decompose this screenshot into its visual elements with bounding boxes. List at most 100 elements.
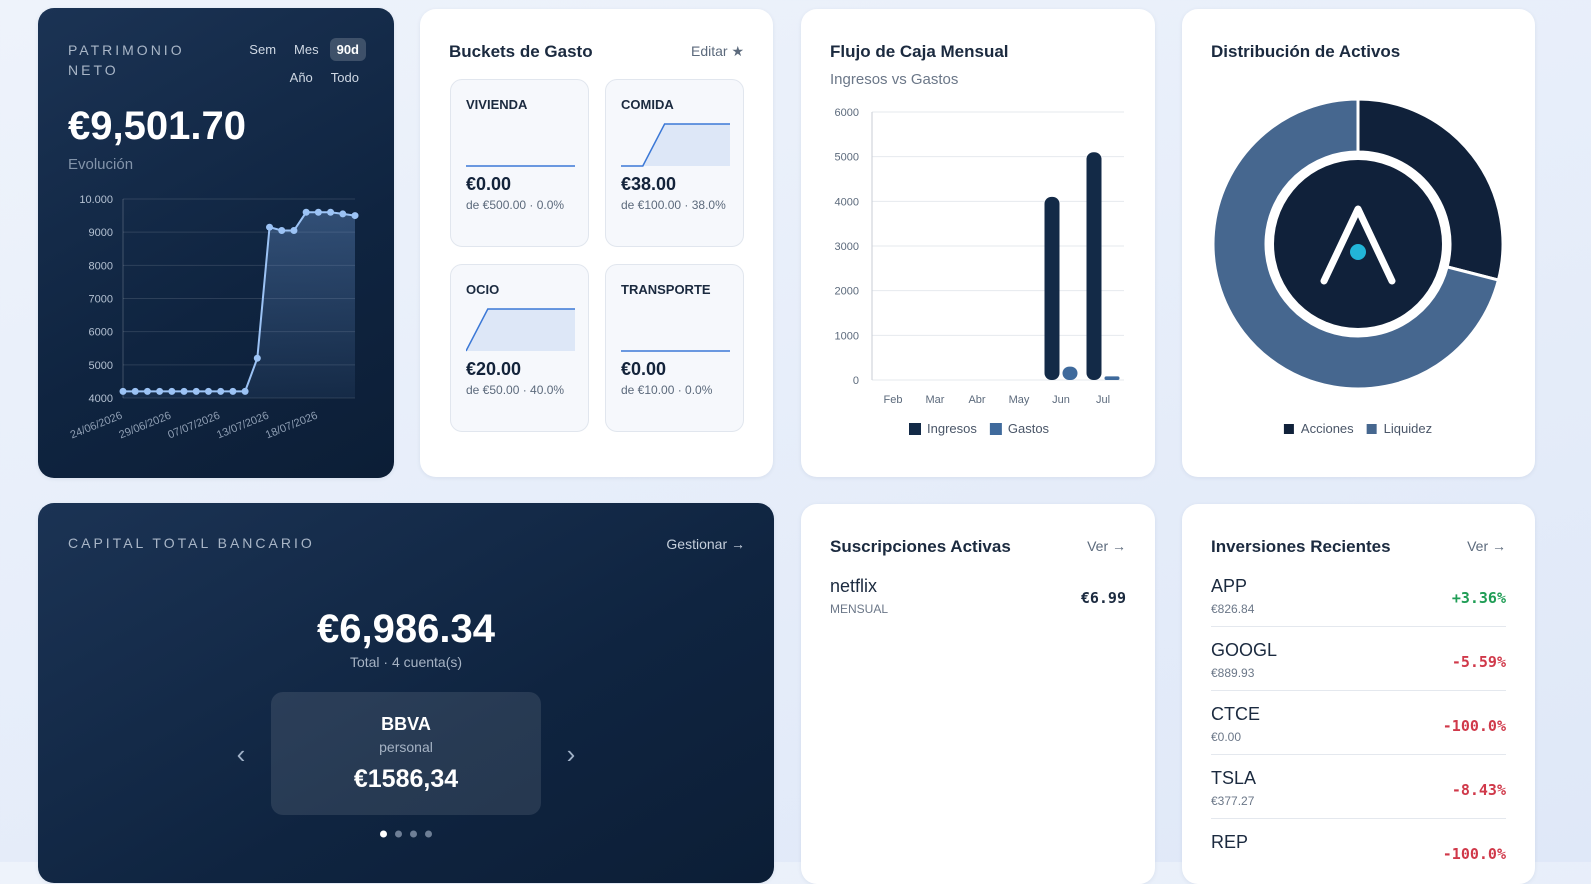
pager-dot[interactable] xyxy=(410,830,417,838)
investment-row[interactable]: CTCE €0.00 -100.0% xyxy=(1211,704,1506,768)
assets-donut: Acciones Liquidez xyxy=(1211,97,1505,436)
y-tick-label: 6000 xyxy=(89,327,113,339)
card-title: PATRIMONIO NETO xyxy=(68,42,185,78)
legend-swatch xyxy=(1366,424,1377,434)
investment-row[interactable]: APP €826.84 +3.36% xyxy=(1211,576,1506,640)
investment-symbol: GOOGL xyxy=(1211,640,1278,660)
period-button[interactable]: 90d xyxy=(329,38,366,61)
x-tick-label: 13/07/2026 xyxy=(215,410,271,442)
legend-swatch xyxy=(909,423,921,435)
bucket-amount: €0.00 xyxy=(466,174,512,194)
view-link[interactable]: Ver → xyxy=(1087,538,1126,554)
account-balance: €1586,34 xyxy=(353,765,459,793)
net-worth-chart: 4000 5000 6000 7000 8000 9000 10.000 24/06/2026… xyxy=(69,194,359,442)
point xyxy=(180,387,188,395)
bucket: COMIDA €38.00 de €100.00 · 38.0% xyxy=(605,79,744,247)
edit-link[interactable]: Editar ★ xyxy=(690,43,744,59)
subscription-price: €6.99 xyxy=(1080,589,1126,607)
account-name: BBVA xyxy=(381,714,431,734)
trend-area xyxy=(466,309,575,351)
y-tick-label: 10.000 xyxy=(79,194,113,206)
card-title: CAPITAL TOTAL BANCARIO xyxy=(68,535,315,551)
area xyxy=(123,212,355,398)
bucket-name: COMIDA xyxy=(621,97,674,112)
next-button[interactable]: › xyxy=(566,739,576,769)
investment-value: €889.93 xyxy=(1211,666,1255,680)
investment-change: +3.36% xyxy=(1451,589,1506,607)
y-tick-label: 4000 xyxy=(89,393,113,405)
bucket-detail: de €100.00 · 38.0% xyxy=(621,198,726,212)
separator xyxy=(1211,818,1506,819)
y-tick-label: 8000 xyxy=(89,260,113,272)
x-tick-label: 29/06/2026 xyxy=(117,410,173,442)
bucket-trend xyxy=(466,165,575,167)
point xyxy=(217,387,225,395)
bucket-name: VIVIENDA xyxy=(466,97,528,112)
trend-line xyxy=(466,308,575,352)
point xyxy=(241,387,249,395)
card-subtitle: Ingresos vs Gastos xyxy=(830,71,959,88)
pager-dot[interactable] xyxy=(425,830,432,838)
card-title: Flujo de Caja Mensual xyxy=(830,42,1009,61)
pager-dot[interactable] xyxy=(380,830,387,838)
bucket-amount: €38.00 xyxy=(621,174,677,194)
x-tick-label: 18/07/2026 xyxy=(264,410,320,442)
subscription-row[interactable]: netflix MENSUAL €6.99 xyxy=(830,576,1126,640)
investment-change: -100.0% xyxy=(1442,845,1506,863)
trend-line xyxy=(621,123,730,167)
subtitle: Evolución xyxy=(68,156,134,173)
legend-label: Gastos xyxy=(1008,421,1050,436)
investment-symbol: TSLA xyxy=(1211,768,1257,788)
point xyxy=(168,387,176,395)
card-title: Distribución de Activos xyxy=(1211,42,1401,61)
separator xyxy=(1211,626,1506,627)
bucket-name: TRANSPORTE xyxy=(621,282,711,297)
investments-card: Inversiones Recientes Ver → APP €826.84 +3… xyxy=(1182,504,1535,884)
investment-row[interactable]: GOOGL €889.93 -5.59% xyxy=(1211,640,1506,704)
investment-symbol: REP xyxy=(1211,832,1249,852)
bank-summary: Total · 4 cuenta(s) xyxy=(349,654,463,670)
trend-area xyxy=(621,124,730,166)
y-tick-label: 3000 xyxy=(835,241,859,253)
pager-dot[interactable] xyxy=(395,830,402,838)
point xyxy=(327,208,335,216)
view-link[interactable]: Ver → xyxy=(1467,538,1506,554)
period-button[interactable]: Año xyxy=(289,70,313,85)
investment-row[interactable]: TSLA €377.27 -8.43% xyxy=(1211,768,1506,832)
pager xyxy=(380,830,432,838)
legend-label: Acciones xyxy=(1301,421,1354,436)
period-button[interactable]: Todo xyxy=(330,70,359,85)
x-tick-label: Mar xyxy=(926,394,945,406)
x-tick-label: 24/06/2026 xyxy=(69,410,125,442)
investment-row[interactable]: REP -100.0% xyxy=(1211,832,1506,884)
point xyxy=(131,387,139,395)
point xyxy=(156,387,164,395)
x-tick-label: Jul xyxy=(1096,394,1110,406)
bank-total: €6,986.34 xyxy=(317,607,495,651)
x-tick-label: Jun xyxy=(1052,394,1070,406)
legend-label: Ingresos xyxy=(927,421,977,436)
bucket-detail: de €500.00 · 0.0% xyxy=(466,198,565,212)
bar xyxy=(1062,366,1078,380)
point xyxy=(351,212,359,220)
subscription-period: MENSUAL xyxy=(830,602,889,616)
bucket-detail: de €10.00 · 0.0% xyxy=(621,383,713,397)
investment-value: €826.84 xyxy=(1211,602,1255,616)
legend: Acciones Liquidez xyxy=(1283,421,1432,436)
manage-link[interactable]: Gestionar → xyxy=(666,536,745,552)
y-tick-label: 0 xyxy=(853,375,859,387)
period-button[interactable]: Mes xyxy=(294,42,319,57)
point xyxy=(339,210,347,218)
bucket-trend xyxy=(621,350,730,352)
account-card[interactable]: BBVA personal €1586,34 xyxy=(271,692,541,815)
point xyxy=(253,354,261,362)
subscriptions-card: Suscripciones Activas Ver → netflix MENSU… xyxy=(801,504,1155,884)
point xyxy=(266,223,274,231)
prev-button[interactable]: ‹ xyxy=(236,739,246,769)
legend-swatch xyxy=(989,423,1002,435)
y-tick-label: 5000 xyxy=(835,152,859,164)
card-title: Inversiones Recientes xyxy=(1211,537,1391,556)
y-tick-label: 5000 xyxy=(89,360,113,372)
y-tick-label: 7000 xyxy=(89,294,113,306)
period-button[interactable]: Sem xyxy=(249,42,277,57)
